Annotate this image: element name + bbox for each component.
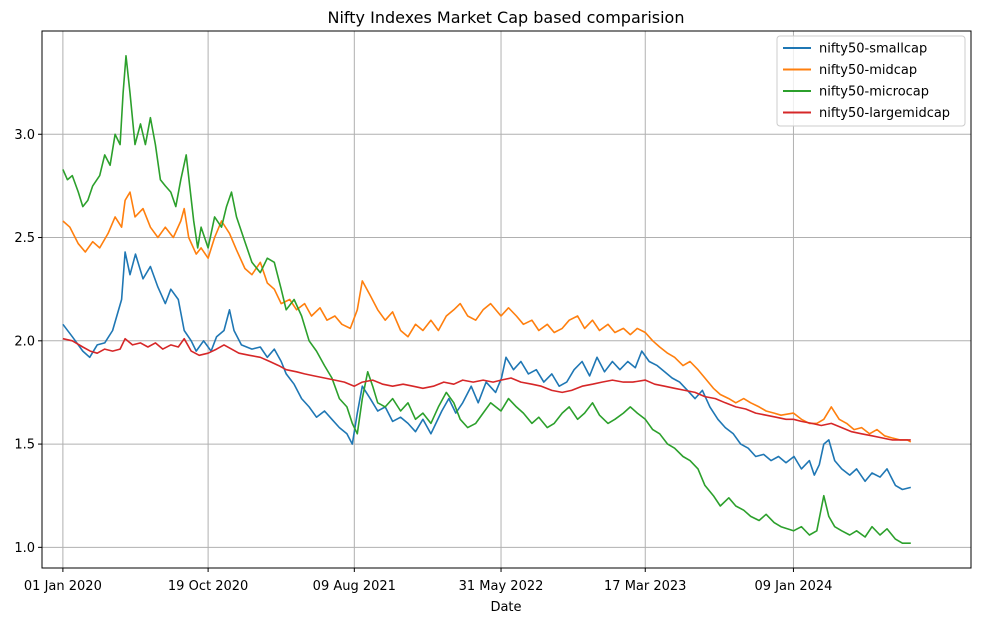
chart-title: Nifty Indexes Market Cap based comparisi… — [328, 8, 685, 27]
x-axis-label: Date — [490, 600, 521, 615]
legend-label-nifty50-midcap: nifty50-midcap — [819, 63, 917, 78]
x-axis-ticks: 01 Jan 2020 19 Oct 2020 09 Aug 2021 31 May … — [24, 568, 832, 594]
y-tick-label: 2.0 — [14, 334, 35, 349]
y-axis-ticks: 1.0 1.5 2.0 2.5 3.0 — [14, 128, 42, 556]
x-tick-label: 17 Mar 2023 — [604, 579, 686, 594]
legend-items: nifty50-smallcap nifty50-midcap nifty50-mi… — [783, 42, 950, 121]
legend-frame — [776, 35, 966, 127]
series-line-nifty50-microcap — [62, 55, 911, 544]
series-line-nifty50-smallcap — [62, 251, 911, 491]
x-tick-label: 01 Jan 2020 — [24, 579, 102, 594]
x-tick-label: 09 Aug 2021 — [313, 579, 396, 594]
legend-label-nifty50-microcap: nifty50-microcap — [819, 85, 929, 100]
series-line-nifty50-largemidcap — [62, 337, 911, 441]
legend-label-nifty50-largemidcap: nifty50-largemidcap — [819, 106, 950, 121]
y-tick-label: 3.0 — [14, 128, 35, 143]
y-tick-label: 1.5 — [14, 438, 35, 453]
x-tick-label: 31 May 2022 — [459, 579, 544, 594]
x-tick-label: 09 Jan 2024 — [754, 579, 832, 594]
y-tick-label: 2.5 — [14, 231, 35, 246]
series-line-nifty50-midcap — [62, 191, 912, 443]
plot-frame — [41, 30, 972, 569]
y-tick-label: 1.0 — [14, 541, 35, 556]
series-lines — [62, 55, 912, 544]
x-tick-label: 19 Oct 2020 — [168, 579, 248, 594]
legend: nifty50-smallcap nifty50-midcap nifty50-mi… — [776, 35, 966, 127]
legend-label-nifty50-smallcap: nifty50-smallcap — [819, 42, 927, 57]
